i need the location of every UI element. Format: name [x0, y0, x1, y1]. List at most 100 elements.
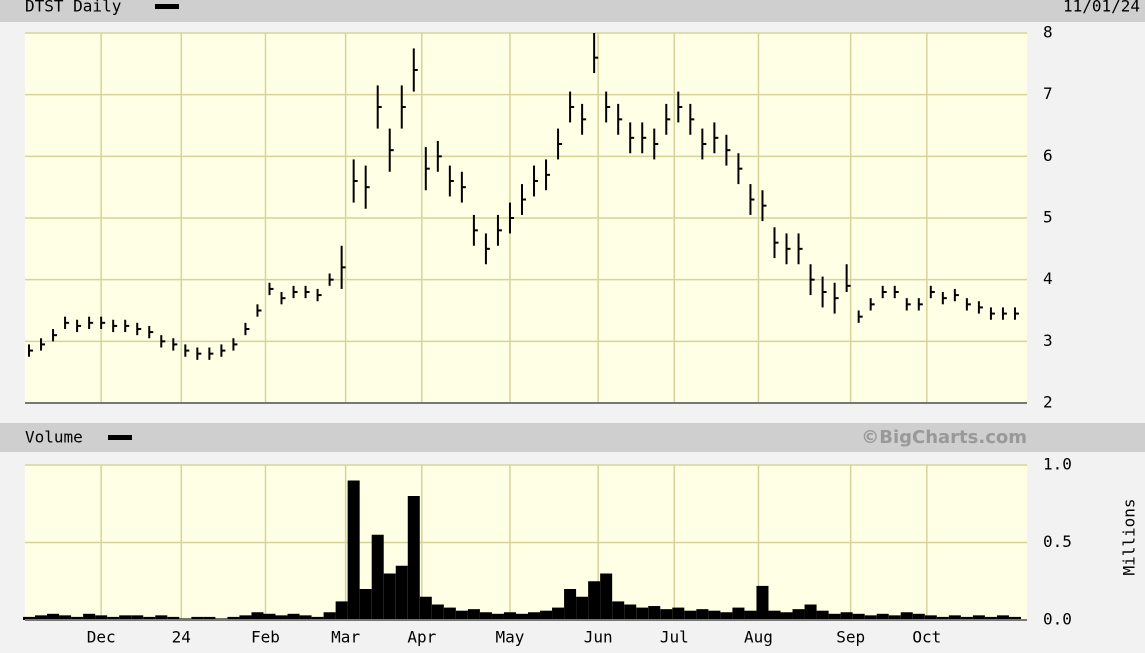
- volume-bar: [359, 589, 372, 620]
- volume-bar: [552, 607, 565, 620]
- x-tick-label: 24: [172, 628, 191, 647]
- volume-bar: [167, 616, 180, 620]
- volume-bar: [828, 613, 841, 620]
- volume-bar: [912, 613, 925, 620]
- y-tick-label: 0.0: [1043, 610, 1072, 629]
- volume-bar: [924, 615, 937, 620]
- volume-bar: [155, 615, 168, 620]
- volume-bar: [503, 612, 516, 620]
- x-tick-label: Apr: [407, 628, 436, 647]
- volume-bar: [888, 615, 901, 620]
- volume-bar: [540, 610, 553, 620]
- volume-bar: [275, 615, 288, 620]
- volume-bar: [816, 610, 829, 620]
- y-tick-label: 0.5: [1043, 532, 1072, 551]
- y-tick-label: 5: [1043, 208, 1053, 227]
- x-tick-label: Sep: [836, 628, 865, 647]
- volume-band: [0, 423, 1145, 452]
- x-tick-label: Dec: [87, 628, 116, 647]
- volume-bar: [347, 480, 360, 620]
- volume-bar: [948, 615, 961, 620]
- volume-bar: [732, 607, 745, 620]
- volume-bar: [323, 612, 336, 620]
- volume-bar: [227, 616, 240, 620]
- volume-bar: [756, 585, 769, 620]
- volume-bar: [59, 615, 72, 620]
- volume-bar: [287, 613, 300, 620]
- volume-bar: [984, 616, 997, 620]
- legend-swatch: [155, 4, 179, 9]
- volume-bar: [515, 613, 529, 620]
- volume-title: Volume: [25, 428, 83, 447]
- y-tick-label: 3: [1043, 331, 1053, 350]
- volume-bar: [419, 596, 432, 620]
- x-tick-label: Mar: [331, 628, 360, 647]
- volume-bar: [491, 613, 504, 620]
- volume-bar: [395, 565, 408, 620]
- volume-bar: [864, 615, 877, 620]
- volume-bar: [203, 616, 216, 620]
- volume-bar: [131, 615, 144, 620]
- y-tick-label: 1.0: [1043, 455, 1072, 474]
- volume-bar: [311, 616, 324, 620]
- chart-date: 11/01/24: [1063, 0, 1140, 16]
- volume-bar: [876, 613, 889, 620]
- volume-bar: [852, 613, 865, 620]
- volume-bar: [107, 616, 120, 620]
- volume-bar: [792, 609, 805, 620]
- volume-bar: [335, 601, 348, 620]
- volume-bar: [467, 609, 480, 620]
- volume-bar: [648, 606, 661, 620]
- volume-bar: [564, 589, 577, 620]
- volume-bar: [576, 596, 589, 620]
- volume-bar: [431, 604, 444, 620]
- marks: [22, 33, 1021, 620]
- volume-bar: [263, 613, 276, 620]
- x-tick-label: Feb: [251, 628, 280, 647]
- x-tick-label: Jun: [584, 628, 613, 647]
- volume-bar: [191, 616, 204, 620]
- x-tick-label: May: [496, 628, 525, 647]
- credit: ©BigCharts.com: [861, 427, 1027, 448]
- x-tick-label: Jul: [660, 628, 689, 647]
- x-tick-label: Aug: [744, 628, 773, 647]
- volume-bar: [744, 610, 757, 620]
- header-band: [0, 0, 1145, 22]
- volume-bar: [119, 615, 132, 620]
- volume-bar: [612, 601, 625, 620]
- volume-bar: [900, 612, 913, 620]
- volume-bar: [71, 616, 84, 620]
- legend-swatch: [108, 435, 132, 440]
- volume-bar: [780, 612, 793, 620]
- volume-bar: [600, 573, 613, 620]
- volume-bar: [299, 615, 312, 620]
- volume-bar: [768, 610, 781, 620]
- volume-bar: [383, 573, 396, 620]
- volume-bar: [996, 615, 1009, 620]
- x-tick-label: Oct: [912, 628, 941, 647]
- volume-bar: [35, 615, 48, 620]
- volume-bar: [804, 604, 817, 620]
- volume-bar: [588, 581, 601, 620]
- volume-bar: [251, 612, 264, 620]
- volume-bar: [720, 612, 733, 620]
- volume-bar: [624, 604, 637, 620]
- volume-bar: [239, 615, 252, 620]
- volume-bar: [407, 496, 420, 620]
- volume-bar: [22, 616, 36, 620]
- volume-bar: [371, 534, 384, 620]
- y-tick-label: 4: [1043, 269, 1053, 288]
- y-tick-label: 2: [1043, 393, 1053, 412]
- volume-bar: [95, 615, 108, 620]
- volume-bar: [47, 613, 60, 620]
- y-tick-label: 7: [1043, 84, 1053, 103]
- volume-bar: [143, 616, 156, 620]
- volume-bar: [455, 610, 468, 620]
- volume-bar: [840, 612, 853, 620]
- volume-bar: [83, 613, 96, 620]
- volume-bar: [684, 610, 697, 620]
- volume-bar: [479, 612, 492, 620]
- volume-bar: [1008, 616, 1021, 620]
- y-tick-label: 6: [1043, 146, 1053, 165]
- volume-bar: [660, 609, 673, 620]
